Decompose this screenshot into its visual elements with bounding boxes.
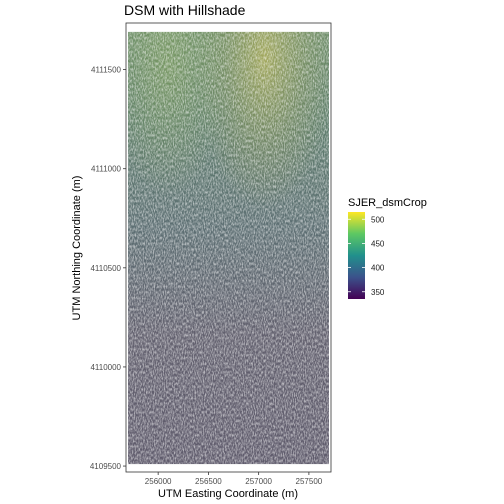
y-tick-label: 4109500 [90,462,122,471]
y-axis: 4109500 4110000 4110500 4111000 4111500 [90,66,126,471]
y-tick-label: 4110500 [90,264,121,273]
legend-ticks: 350 400 450 500 [348,215,385,297]
x-tick-label: 257000 [245,477,272,486]
y-tick-label: 4110000 [90,363,121,372]
y-axis-label: UTM Northing Coordinate (m) [71,176,83,321]
legend-tick-label: 400 [371,264,385,273]
y-tick-label: 4111000 [91,165,122,174]
x-tick-label: 256000 [145,477,172,486]
legend-colorbar [348,212,365,299]
x-axis: 256000 256500 257000 257500 [145,472,323,486]
chart-title: DSM with Hillshade [124,2,246,18]
legend-title: SJER_dsmCrop [348,197,427,209]
x-tick-label: 257500 [296,477,323,486]
legend-tick-label: 350 [371,288,385,297]
x-tick-label: 256500 [195,477,222,486]
y-tick-label: 4111500 [91,66,122,75]
legend-tick-label: 500 [371,215,385,224]
legend: SJER_dsmCrop 350 400 450 500 [348,197,427,299]
x-axis-label: UTM Easting Coordinate (m) [158,488,298,500]
hillshade-overlay [128,31,329,465]
dsm-raster [128,31,329,465]
legend-tick-label: 450 [371,239,385,248]
